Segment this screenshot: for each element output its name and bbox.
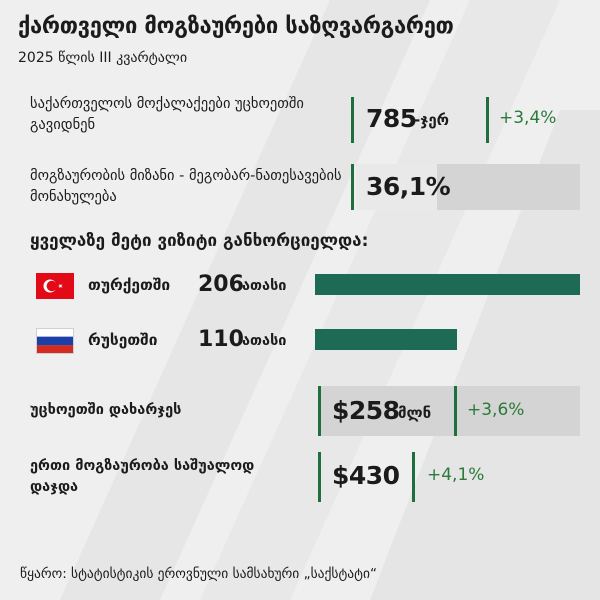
purpose-label: მოგზაურობის მიზანი - მეგობარ-ნათესავების… <box>30 168 342 205</box>
spending-unit: მლნ <box>398 404 432 422</box>
divider <box>351 97 354 143</box>
spending-label: უცხოეთში დახარჯეს <box>30 402 182 418</box>
country-label: რუსეთში <box>88 331 158 349</box>
purpose-value: 36,1% <box>366 172 451 201</box>
spending-change: +3,6% <box>467 400 525 420</box>
spending-value: $258 <box>332 396 400 425</box>
citizens-value: 785 <box>366 104 417 133</box>
country-label: თურქეთში <box>88 276 171 294</box>
section-title: ყველაზე მეტი ვიზიტი განხორციელდა: <box>30 231 369 251</box>
russia-flag <box>36 328 74 354</box>
citizens-label: საქართველოს მოქალაქეები უცხოეთში გავიდნე… <box>30 96 304 133</box>
divider <box>318 386 321 436</box>
spending-box <box>318 386 580 436</box>
turkey-flag <box>36 273 74 299</box>
page-title: ქართველი მოგზაურები საზღვარგარეთ <box>18 14 454 39</box>
purpose-share-fill <box>356 164 437 210</box>
bar-value-label: 110 <box>198 327 244 352</box>
source-note: წყარო: სტატისტიკის ეროვნული სამსახური „ს… <box>20 566 377 582</box>
bar-unit-label: ათასი <box>242 278 287 294</box>
avg-trip-label: ერთი მოგზაურობა საშუალოდ დაჯდა <box>30 458 255 495</box>
bar-value-label: 206 <box>198 272 244 297</box>
divider <box>486 97 489 143</box>
avg-trip-value: $430 <box>332 461 400 490</box>
citizens-unit: -ჯერ <box>414 111 449 129</box>
bar-unit-label: ათასი <box>242 333 287 349</box>
bar-russia <box>315 329 457 350</box>
divider <box>454 386 457 436</box>
divider <box>318 452 321 502</box>
citizens-change: +3,4% <box>499 108 557 128</box>
page-subtitle: 2025 წლის III კვარტალი <box>18 50 188 66</box>
bar-turkey <box>315 274 580 295</box>
divider <box>412 452 415 502</box>
avg-trip-change: +4,1% <box>427 465 485 485</box>
divider <box>351 164 354 210</box>
